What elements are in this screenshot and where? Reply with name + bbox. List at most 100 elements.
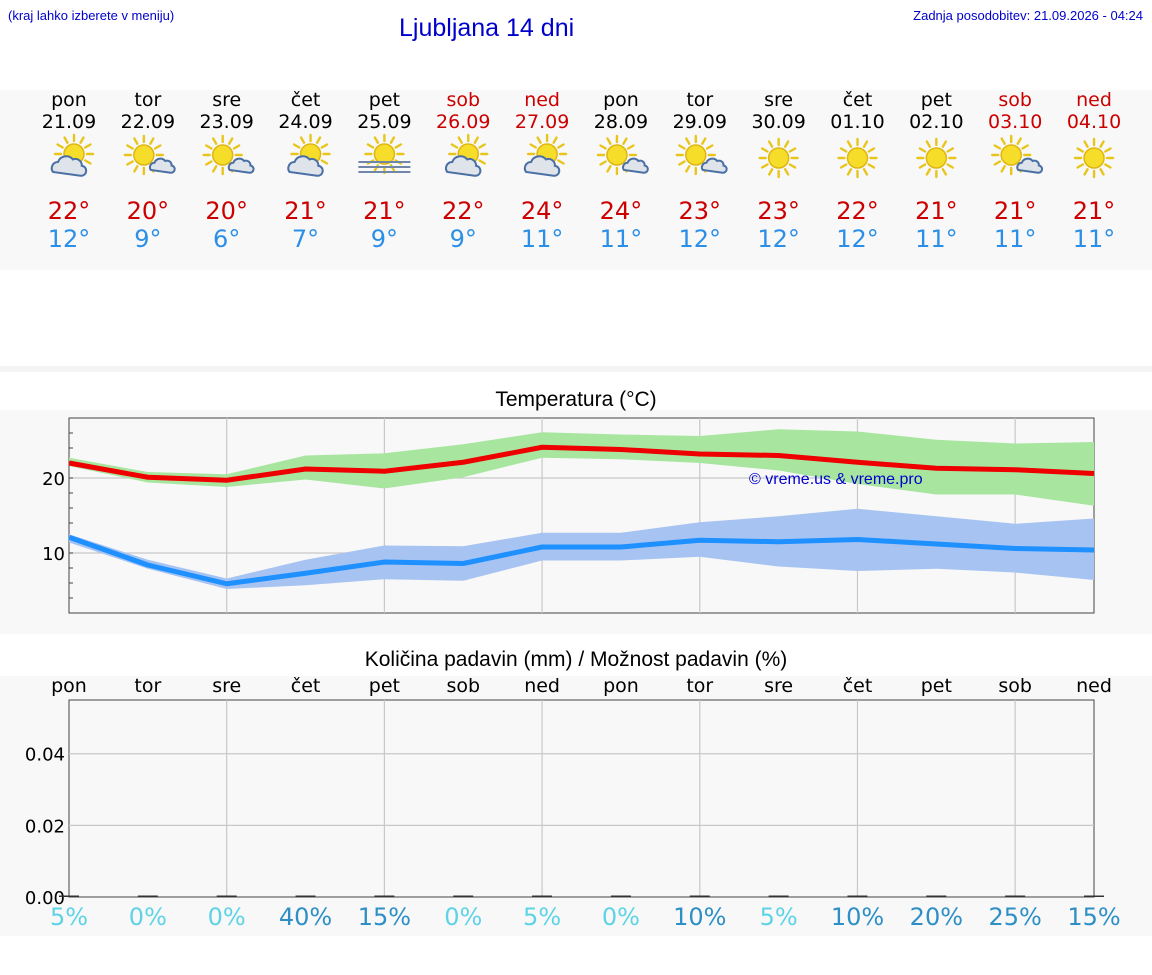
day-name: tor bbox=[134, 89, 162, 111]
rain-chance: 5% bbox=[759, 903, 798, 931]
forecast-panel bbox=[0, 90, 1152, 270]
precip-bar bbox=[847, 895, 868, 897]
precip-day-name: pon bbox=[603, 675, 639, 697]
precip-bar bbox=[453, 895, 474, 897]
precip-day-name: sre bbox=[764, 675, 794, 697]
max-temp: 23° bbox=[757, 197, 800, 225]
precip-bar bbox=[295, 895, 316, 897]
sun-small-cloud-icon bbox=[675, 134, 728, 176]
y-tick-label: 20 bbox=[42, 469, 65, 490]
page-title: Ljubljana 14 dni bbox=[399, 14, 575, 42]
precip-day-name: sob bbox=[446, 675, 481, 697]
rain-chance: 15% bbox=[357, 903, 412, 931]
rain-chance: 0% bbox=[207, 903, 246, 931]
precip-bar bbox=[1084, 895, 1104, 897]
day-name: pon bbox=[603, 89, 639, 111]
max-temp: 22° bbox=[47, 197, 91, 225]
rain-chance: 20% bbox=[909, 903, 964, 931]
last-updated: Zadnja posodobitev: 21.09.2026 - 04:24 bbox=[913, 8, 1143, 23]
min-temp: 7° bbox=[291, 225, 320, 253]
rain-chance: 40% bbox=[278, 903, 333, 931]
day-name: sre bbox=[764, 89, 794, 111]
max-temp: 23° bbox=[678, 197, 722, 225]
precip-bar bbox=[926, 895, 947, 897]
precip-day-name: čet bbox=[842, 675, 873, 697]
day-date: 21.09 bbox=[41, 111, 97, 133]
precip-bar bbox=[610, 895, 631, 897]
min-temp: 11° bbox=[915, 225, 958, 253]
min-temp: 11° bbox=[993, 225, 1037, 253]
precip-bar bbox=[768, 895, 789, 897]
precip-bar bbox=[1005, 895, 1026, 897]
rain-chance: 5% bbox=[49, 903, 89, 931]
sun-icon bbox=[1073, 137, 1115, 179]
y-tick-label: 10 bbox=[42, 544, 65, 565]
max-temp: 20° bbox=[205, 197, 248, 225]
max-temp: 21° bbox=[284, 197, 327, 225]
location-hint: (kraj lahko izberete v meniju) bbox=[8, 8, 175, 23]
y-tick-label: 0.00 bbox=[25, 888, 65, 909]
min-temp: 11° bbox=[520, 225, 564, 253]
rain-chance: 10% bbox=[830, 903, 885, 931]
day-name: ned bbox=[524, 89, 560, 111]
max-temp: 21° bbox=[1072, 197, 1116, 225]
rain-chance: 10% bbox=[673, 903, 727, 931]
day-date: 25.09 bbox=[357, 111, 412, 133]
max-temp: 20° bbox=[126, 197, 170, 225]
day-date: 29.09 bbox=[672, 111, 727, 133]
max-temp: 21° bbox=[363, 197, 406, 225]
max-temp: 24° bbox=[520, 197, 564, 225]
min-temp: 9° bbox=[449, 225, 477, 253]
day-date: 22.09 bbox=[120, 111, 176, 133]
precip-day-name: tor bbox=[686, 675, 714, 697]
max-temp: 22° bbox=[836, 197, 879, 225]
day-date: 04.10 bbox=[1066, 111, 1122, 133]
max-temp: 21° bbox=[993, 197, 1037, 225]
max-temp: 22° bbox=[441, 197, 485, 225]
precip-day-name: sob bbox=[998, 675, 1032, 697]
min-temp: 12° bbox=[47, 225, 91, 253]
precip-day-name: ned bbox=[1076, 675, 1112, 697]
partly-cloudy-icon bbox=[445, 133, 489, 177]
precip-day-name: pet bbox=[368, 675, 400, 697]
day-date: 01.10 bbox=[830, 111, 885, 133]
day-name: sre bbox=[212, 89, 242, 111]
precip-day-name: čet bbox=[290, 675, 321, 697]
day-name: sob bbox=[998, 89, 1032, 111]
day-name: pon bbox=[51, 89, 87, 111]
rain-chance: 25% bbox=[988, 903, 1042, 931]
day-date: 24.09 bbox=[278, 111, 333, 133]
sun-icon bbox=[758, 137, 799, 179]
precip-plot-area bbox=[68, 699, 1095, 898]
sun-small-cloud-icon bbox=[202, 134, 255, 176]
max-temp: 24° bbox=[599, 197, 643, 225]
precip-bar bbox=[374, 895, 395, 897]
precip-chart-title: Količina padavin (mm) / Možnost padavin … bbox=[364, 648, 788, 671]
precip-bar bbox=[137, 895, 158, 897]
day-name: čet bbox=[290, 89, 321, 111]
precip-day-name: sre bbox=[212, 675, 242, 697]
partly-cloudy-icon bbox=[287, 133, 331, 177]
max-temp-range bbox=[69, 429, 1094, 506]
min-temp: 11° bbox=[1072, 225, 1116, 253]
sun-fog-icon bbox=[358, 133, 411, 175]
partly-cloudy-icon bbox=[523, 133, 568, 177]
precip-bar bbox=[216, 895, 237, 897]
watermark: © vreme.us & vreme.pro bbox=[749, 471, 923, 488]
precip-day-name: ned bbox=[524, 675, 560, 697]
min-temp: 6° bbox=[213, 225, 241, 253]
day-date: 23.09 bbox=[199, 111, 254, 133]
min-temp: 9° bbox=[370, 225, 399, 253]
day-name: tor bbox=[686, 89, 714, 111]
day-name: sob bbox=[446, 89, 481, 111]
min-temp: 12° bbox=[757, 225, 800, 253]
sun-small-cloud-icon bbox=[123, 134, 176, 176]
y-tick-label: 0.02 bbox=[25, 816, 65, 837]
min-temp: 12° bbox=[836, 225, 879, 253]
rain-chance: 15% bbox=[1067, 903, 1121, 931]
y-tick-label: 0.04 bbox=[25, 745, 65, 766]
precip-bar bbox=[689, 895, 710, 897]
rain-chance: 0% bbox=[128, 903, 167, 931]
partly-cloudy-icon bbox=[50, 133, 95, 177]
day-date: 30.09 bbox=[751, 111, 806, 133]
